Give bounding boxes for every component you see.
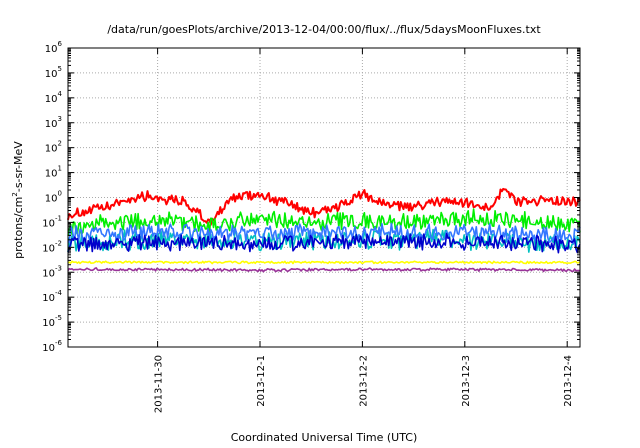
- y-tick-label: 10-5: [42, 314, 62, 329]
- x-tick-label: 2013-12-4: [563, 355, 574, 407]
- y-tick-label: 10-6: [42, 339, 62, 354]
- x-tick-label: 2013-12-2: [358, 355, 369, 407]
- series-line-6: [67, 260, 581, 265]
- y-tick-label: 104: [45, 90, 63, 105]
- y-tick-label: 10-3: [42, 264, 62, 279]
- series-line-1: [67, 187, 581, 226]
- x-axis-label: Coordinated Universal Time (UTC): [231, 431, 418, 444]
- y-tick-label: 102: [45, 140, 62, 155]
- chart-title: /data/run/goesPlots/archive/2013-12-04/0…: [107, 23, 541, 36]
- y-axis: 106 105 104 103 102 101 100 10-1 10-2 10-3 10-4 10-…: [42, 40, 580, 354]
- series-line-5: [67, 232, 581, 254]
- y-tick-label: 105: [45, 65, 62, 80]
- y-tick-label: 106: [45, 40, 63, 55]
- x-axis: 2013-11-30 2013-12-1 2013-12-2 2013-12-3 201…: [154, 48, 574, 413]
- x-tick-label: 2013-11-30: [154, 355, 165, 413]
- y-axis-label: protons/cm2-s-sr-MeV: [11, 141, 25, 259]
- y-tick-label: 101: [45, 165, 62, 180]
- series-line-7: [67, 267, 581, 273]
- series-line-2: [67, 208, 581, 236]
- y-tick-label: 103: [45, 115, 62, 130]
- y-tick-label: 100: [45, 190, 62, 205]
- grid: [68, 48, 580, 347]
- x-tick-label: 2013-12-1: [256, 355, 267, 407]
- x-tick-label: 2013-12-3: [461, 355, 472, 407]
- y-tick-label: 10-4: [42, 289, 62, 304]
- series-group: [67, 187, 581, 273]
- series-line-4: [67, 222, 581, 245]
- y-tick-label: 10-1: [42, 214, 62, 229]
- y-tick-label: 10-2: [42, 239, 62, 254]
